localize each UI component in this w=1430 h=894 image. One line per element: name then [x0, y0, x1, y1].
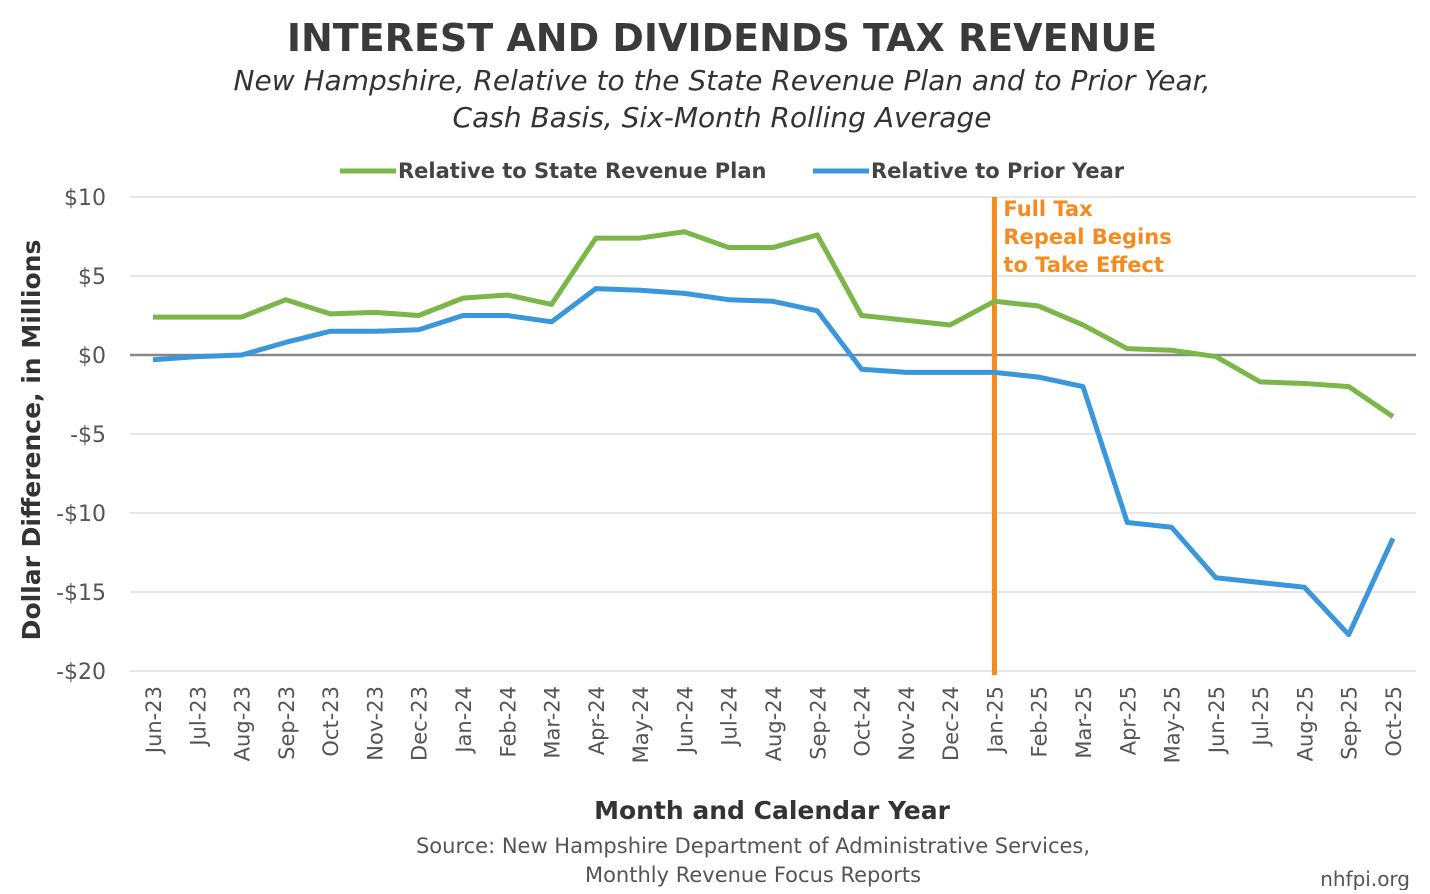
x-tick-label: May-24: [629, 686, 653, 763]
x-tick-label: Jan-25: [983, 686, 1007, 755]
y-axis-label: Dollar Difference, in Millions: [17, 240, 46, 641]
x-tick-label: Oct-24: [851, 686, 875, 757]
x-tick-label: Jun-24: [673, 686, 697, 755]
x-tick-label: Dec-23: [408, 686, 432, 761]
source: Source: New Hampshire Department of Admi…: [416, 834, 1090, 858]
y-tick-label: $10: [64, 186, 106, 211]
x-tick-label: Dec-24: [939, 686, 963, 761]
annotation-text: to Take Effect: [1003, 253, 1164, 277]
x-tick-label: Feb-24: [496, 686, 520, 757]
x-tick-label: Apr-25: [1116, 686, 1140, 755]
x-tick-label: Mar-25: [1072, 686, 1096, 759]
x-tick-label: Jul-24: [718, 686, 742, 748]
x-tick-label: Sep-25: [1338, 686, 1362, 760]
subtitle: New Hampshire, Relative to the State Rev…: [234, 64, 1211, 97]
series-line: [153, 229, 1395, 419]
legend-label: Relative to State Revenue Plan: [398, 159, 766, 183]
legend-label: Relative to Prior Year: [871, 159, 1125, 183]
x-tick-label: Sep-24: [806, 686, 830, 760]
x-tick-label: Jan-24: [452, 686, 476, 755]
annotation-text: Repeal Begins: [1003, 225, 1171, 249]
source: Monthly Revenue Focus Reports: [585, 863, 921, 887]
x-tick-label: Apr-24: [585, 686, 609, 755]
x-tick-label: Sep-23: [275, 686, 299, 760]
x-tick-label: Jul-23: [186, 686, 210, 748]
y-tick-label: $0: [78, 344, 106, 369]
y-tick-label: -$20: [56, 660, 106, 685]
x-axis-label: Month and Calendar Year: [594, 796, 951, 825]
x-tick-label: Aug-24: [762, 686, 786, 761]
series-line: [152, 286, 1396, 638]
x-tick-label: Nov-24: [895, 686, 919, 761]
credit: nhfpi.org: [1320, 867, 1410, 890]
x-tick-label: Jun-23: [142, 686, 166, 755]
x-tick-label: Oct-23: [319, 686, 343, 757]
x-tick-label: Aug-25: [1293, 686, 1317, 761]
y-tick-label: -$5: [70, 423, 106, 448]
chart-title: INTEREST AND DIVIDENDS TAX REVENUE: [287, 16, 1157, 60]
x-tick-label: Nov-23: [363, 686, 387, 761]
y-tick-label: -$15: [56, 581, 106, 606]
annotation-text: Full Tax: [1003, 197, 1093, 221]
subtitle: Cash Basis, Six-Month Rolling Average: [453, 101, 992, 134]
x-tick-label: Feb-25: [1028, 686, 1052, 757]
x-tick-label: Jul-25: [1249, 686, 1273, 748]
x-tick-label: May-25: [1161, 686, 1185, 763]
x-tick-label: Jun-25: [1205, 686, 1229, 755]
x-tick-label: Aug-23: [231, 686, 255, 761]
y-tick-label: -$10: [56, 502, 106, 527]
y-tick-label: $5: [78, 265, 106, 290]
x-tick-label: Mar-24: [541, 686, 565, 759]
x-tick-label: Oct-25: [1382, 686, 1406, 757]
